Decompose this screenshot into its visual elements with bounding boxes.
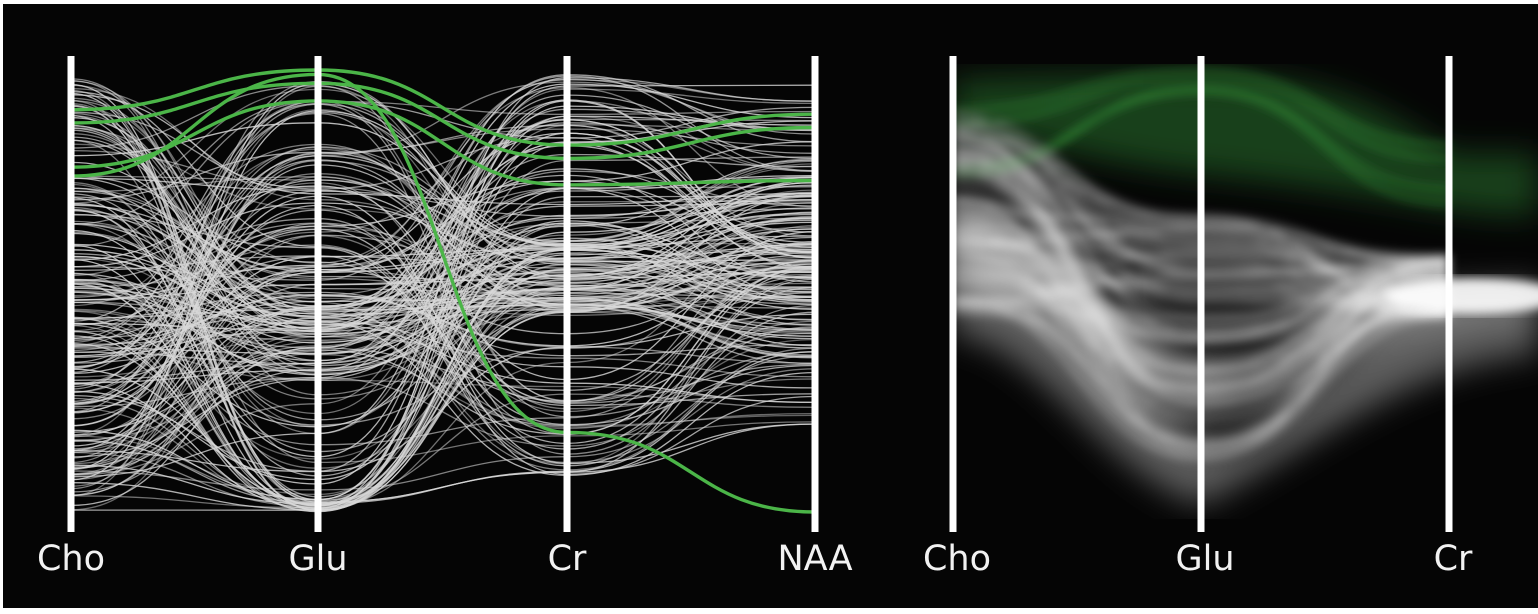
axis-label-cr: Cr [1434,539,1473,579]
context-polyline [70,209,816,453]
context-polyline [70,132,816,501]
context-polyline [70,247,816,452]
context-polyline [70,263,816,357]
context-polyline [70,190,816,283]
context-polyline [70,275,816,341]
context-polyline [70,133,816,330]
context-polyline [70,321,816,476]
context-polyline [70,217,816,438]
context-polyline [70,124,816,403]
context-polyline [70,202,816,394]
axis-label-naa: NAA [777,539,852,579]
context-polyline [70,231,816,378]
context-polyline [70,84,816,478]
context-polyline [70,173,816,385]
context-polyline [70,146,816,347]
highlighted-polyline [70,99,816,187]
context-polyline [70,79,816,475]
context-polyline [70,305,816,471]
context-polyline [70,190,816,393]
parallel-coordinates-figure: Cho Glu Cr NAA Cho Glu Cr [37,56,1538,579]
context-polyline [70,99,816,260]
context-polyline [70,187,816,362]
context-polyline [70,222,816,349]
context-polyline [70,132,816,301]
context-polyline [70,100,816,248]
axis-label-cr: Cr [548,539,587,579]
context-polyline [70,88,816,476]
highlighted-polyline [70,72,816,514]
context-polyline [70,87,816,264]
context-polyline [70,187,816,359]
context-polyline [70,202,816,389]
context-polyline [70,85,816,497]
context-polyline [70,326,816,447]
context-polyline [70,92,816,503]
context-polyline [70,145,816,309]
density-streak [952,152,1450,402]
density-streak [952,170,1450,458]
highlighted-lines [70,68,816,514]
context-polyline [70,263,816,509]
axis-label-cho: Cho [923,539,991,579]
context-polyline [70,142,816,509]
density-core [1383,278,1538,314]
context-polyline [70,355,816,491]
context-polyline [70,210,816,297]
axis-label-glu: Glu [288,539,347,579]
context-polyline [70,129,816,367]
context-polyline [70,78,816,281]
context-polyline [70,85,816,402]
axes: Cho Glu Cr NAA [37,56,853,579]
context-polyline [70,234,816,414]
context-polyline [70,182,816,410]
axis-label-glu: Glu [1175,539,1234,579]
context-polyline [70,248,816,413]
context-polyline [70,84,816,465]
context-polyline [70,259,816,446]
figure-frame: Cho Glu Cr NAA Cho Glu Cr [3,4,1538,608]
context-polyline [70,213,816,298]
context-polyline [70,252,816,475]
context-polyline [70,221,816,505]
context-polyline [70,124,816,435]
density-streak [952,116,1450,258]
density-streak [952,123,1450,277]
context-polyline [70,111,816,270]
density-streak [952,129,1450,452]
context-polyline [70,228,816,445]
context-polyline [70,177,816,337]
context-polyline [70,80,816,413]
highlighted-polyline [70,68,816,147]
context-polyline [70,136,816,330]
highlighted-polyline [70,81,816,161]
context-polyline [70,176,816,312]
context-polyline [70,195,816,504]
context-polyline [70,194,816,506]
axes: Cho Glu Cr [923,56,1473,579]
density-band [953,194,1538,504]
context-lines [70,74,816,513]
axis-label-cho: Cho [37,539,105,579]
parallel-coordinates-lines-chart: Cho Glu Cr NAA [37,56,853,579]
context-polyline [70,122,816,248]
parallel-coordinates-density-chart: Cho Glu Cr [923,56,1538,579]
